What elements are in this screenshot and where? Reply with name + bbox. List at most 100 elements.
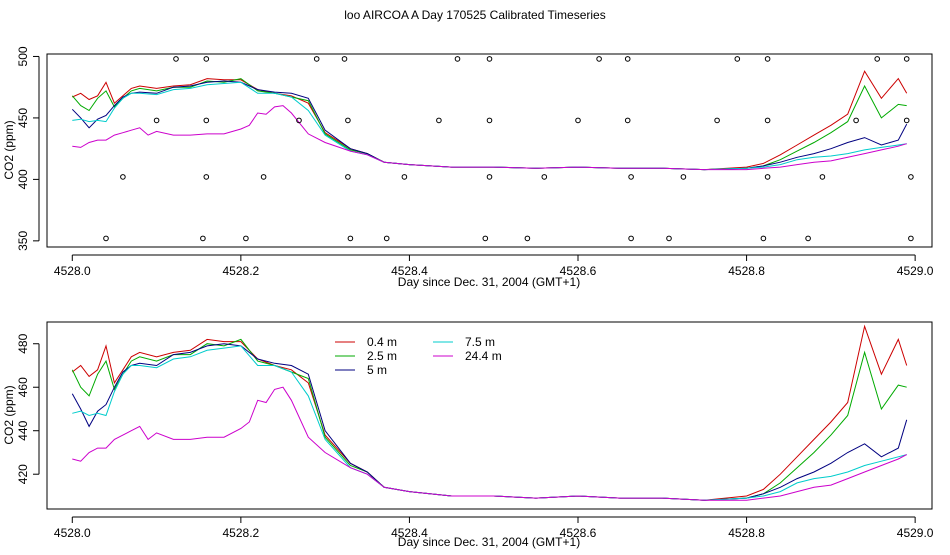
bottom-series-line-5-m	[71, 343, 908, 501]
bottom-x-axis-label: Day since Dec. 31, 2004 (GMT+1)	[398, 535, 580, 549]
marker-point	[734, 56, 741, 62]
bottom-series-line-2-5-m	[71, 338, 907, 501]
bottom-y-tick-label: 460	[16, 377, 30, 397]
bottom-series-lines	[71, 324, 908, 501]
marker-point	[908, 235, 914, 242]
bottom-x-ticks: 4528.0 4528.2 4528.4 4528.6 4528.8 4529.0	[54, 516, 934, 540]
marker-point	[628, 174, 634, 180]
top-y-tick-label: 450	[16, 108, 30, 128]
top-x-axis-label: Day since Dec. 31, 2004 (GMT+1)	[398, 275, 580, 289]
top-panel: 4528.0 4528.2 4528.4 4528.6 4528.8 4529.0 350…	[2, 46, 934, 289]
marker-point	[200, 235, 206, 242]
marker-point	[624, 56, 631, 62]
bottom-x-tick-label: 4528.4	[391, 526, 428, 540]
marker-point	[436, 117, 442, 124]
bottom-x-tick-label: 4528.6	[560, 526, 597, 540]
marker-point	[903, 56, 910, 62]
bottom-series-line-7-5-m	[72, 345, 907, 501]
marker-point	[666, 235, 672, 242]
top-series-lines	[71, 70, 908, 171]
marker-point	[347, 235, 354, 242]
marker-point	[853, 117, 859, 124]
marker-point	[524, 235, 531, 242]
top-series-line-1	[72, 70, 908, 171]
marker-point	[345, 174, 351, 180]
top-y-tick-label: 500	[16, 46, 30, 66]
legend-label: 7.5 m	[465, 335, 495, 349]
bottom-y-axis-label: CO2 (ppm)	[2, 385, 16, 444]
bottom-x-tick-label: 4529.0	[897, 526, 934, 540]
bottom-series-line-24-4-m	[72, 386, 907, 501]
top-y-axis-label: CO2 (ppm)	[2, 120, 16, 179]
marker-point	[628, 235, 634, 242]
legend-label: 2.5 m	[367, 349, 397, 363]
marker-point	[760, 235, 767, 242]
bottom-plot-frame	[46, 321, 933, 510]
marker-point	[454, 56, 461, 62]
marker-point	[764, 56, 771, 62]
marker-point	[819, 174, 826, 180]
marker-point	[401, 174, 408, 180]
top-series-line-4	[72, 81, 907, 171]
top-markers	[103, 56, 914, 242]
bottom-y-tick-label: 480	[16, 333, 30, 353]
top-plot-frame	[46, 53, 933, 248]
bottom-y-tick-label: 440	[16, 420, 30, 440]
marker-point	[243, 235, 249, 242]
marker-point	[203, 56, 210, 62]
top-x-tick-label: 4528.2	[223, 264, 260, 278]
marker-point	[764, 117, 771, 124]
top-y-ticks: 350 400 450 500	[16, 46, 40, 251]
marker-point	[383, 235, 390, 242]
marker-point	[173, 56, 179, 62]
bottom-x-tick-label: 4528.2	[223, 526, 260, 540]
marker-point	[260, 174, 267, 180]
bottom-panel: 4528.0 4528.2 4528.4 4528.6 4528.8 4529.0 420…	[2, 321, 934, 549]
bottom-x-tick-label: 4528.0	[54, 526, 91, 540]
marker-point	[482, 235, 489, 242]
top-x-tick-label: 4528.6	[560, 264, 597, 278]
marker-point	[103, 235, 109, 242]
marker-point	[714, 117, 720, 124]
marker-point	[805, 235, 811, 242]
marker-point	[680, 174, 687, 180]
legend-label: 24.4 m	[465, 349, 502, 363]
page-title: loo AIRCOA A Day 170525 Calibrated Times…	[344, 8, 605, 22]
marker-point	[908, 174, 914, 180]
legend-label: 5 m	[367, 363, 387, 377]
top-series-line-3	[71, 80, 908, 171]
bottom-y-ticks: 420 440 460 480	[16, 333, 40, 484]
marker-point	[764, 174, 771, 180]
legend: 0.4 m2.5 m5 m 7.5 m24.4 m	[335, 335, 502, 377]
marker-point	[486, 174, 493, 180]
legend-label: 0.4 m	[367, 335, 397, 349]
marker-point	[541, 174, 548, 180]
top-series-line-5	[72, 105, 907, 171]
top-y-tick-label: 350	[16, 231, 30, 251]
top-x-ticks: 4528.0 4528.2 4528.4 4528.6 4528.8 4529.0	[54, 254, 934, 278]
top-series-line-2	[71, 78, 907, 171]
marker-point	[203, 117, 210, 124]
marker-point	[120, 174, 126, 180]
top-x-tick-label: 4529.0	[897, 264, 934, 278]
marker-point	[203, 174, 210, 180]
marker-point	[153, 117, 160, 124]
marker-point	[341, 56, 348, 62]
marker-point	[345, 117, 351, 124]
marker-point	[486, 117, 493, 124]
marker-point	[486, 56, 493, 62]
marker-point	[313, 56, 320, 62]
marker-point	[575, 117, 581, 124]
marker-point	[596, 56, 602, 62]
marker-point	[296, 117, 302, 124]
top-x-tick-label: 4528.4	[391, 264, 428, 278]
bottom-y-tick-label: 420	[16, 464, 30, 484]
bottom-x-tick-label: 4528.8	[728, 526, 765, 540]
top-x-tick-label: 4528.8	[728, 264, 765, 278]
marker-point	[903, 117, 910, 124]
top-y-tick-label: 400	[16, 169, 30, 189]
marker-point	[624, 117, 631, 124]
top-x-tick-label: 4528.0	[54, 264, 91, 278]
